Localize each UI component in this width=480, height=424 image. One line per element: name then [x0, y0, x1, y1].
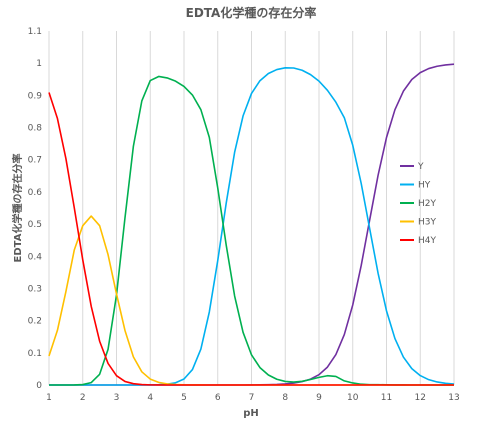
legend-item-h2y: H2Y [400, 199, 436, 209]
y-tick-label: 0.3 [28, 284, 42, 294]
y-tick-label: 1.1 [28, 27, 42, 37]
x-tick-label: 9 [316, 393, 322, 403]
legend-item-h4y: H4Y [400, 236, 436, 246]
legend-item-h3y: H3Y [400, 218, 436, 228]
series-lines [48, 63, 455, 386]
x-tick-label: 7 [249, 393, 255, 403]
y-tick-label: 1 [36, 59, 42, 69]
y-axis-label: EDTA化学種の存在分率 [11, 154, 24, 263]
legend-label: H4Y [418, 236, 436, 246]
y-tick-labels: 0 0.1 0.2 0.3 0.4 0.5 0.6 0.7 0.8 0.9 1 1.1 [28, 27, 43, 391]
y-tick-label: 0.9 [28, 91, 43, 101]
legend-label: Y [417, 162, 424, 172]
x-tick-labels: 1 2 3 4 5 6 7 8 9 10 11 12 13 [46, 393, 460, 403]
y-tick-label: 0 [36, 381, 42, 391]
x-tick-label: 8 [282, 393, 288, 403]
x-tick-label: 5 [181, 393, 187, 403]
series-line-h4y [48, 92, 454, 386]
legend-item-hy: HY [400, 181, 431, 191]
x-tick-label: 6 [215, 393, 221, 403]
x-axis-label: pH [243, 408, 259, 419]
legend-label: HY [418, 181, 431, 191]
y-tick-label: 0.6 [28, 188, 43, 198]
y-tick-label: 0.1 [28, 349, 42, 359]
y-tick-label: 0.2 [28, 317, 42, 327]
y-tick-label: 0.4 [28, 252, 43, 262]
legend-label: H3Y [418, 218, 436, 228]
gridlines [48, 31, 455, 385]
chart-title: EDTA化学種の存在分率 [186, 5, 317, 20]
x-tick-label: 11 [381, 393, 392, 403]
legend-label: H2Y [418, 199, 436, 209]
x-tick-label: 1 [46, 393, 52, 403]
y-tick-label: 0.7 [28, 156, 42, 166]
x-tick-label: 10 [347, 393, 359, 403]
x-tick-label: 3 [114, 393, 120, 403]
legend-item-y: Y [400, 162, 424, 172]
legend: Y HY H2Y H3Y H4Y [400, 162, 436, 246]
x-tick-label: 13 [448, 393, 459, 403]
x-tick-label: 4 [147, 393, 153, 403]
x-tick-label: 12 [415, 393, 426, 403]
y-tick-label: 0.8 [28, 124, 43, 134]
x-tick-label: 2 [80, 393, 86, 403]
y-tick-label: 0.5 [28, 220, 42, 230]
series-line-hy [49, 67, 455, 386]
